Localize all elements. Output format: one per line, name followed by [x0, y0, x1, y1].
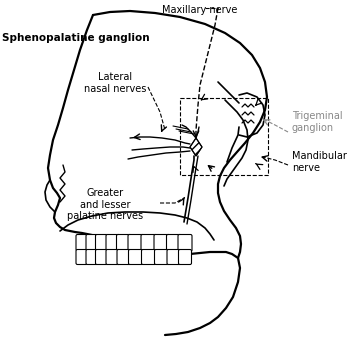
Text: Lateral
nasal nerves: Lateral nasal nerves	[84, 72, 146, 94]
FancyBboxPatch shape	[154, 249, 170, 264]
FancyBboxPatch shape	[95, 249, 108, 264]
FancyBboxPatch shape	[129, 249, 144, 264]
FancyBboxPatch shape	[117, 249, 131, 264]
FancyBboxPatch shape	[166, 235, 181, 252]
FancyBboxPatch shape	[76, 235, 88, 251]
Polygon shape	[190, 138, 202, 156]
FancyBboxPatch shape	[106, 235, 120, 251]
FancyBboxPatch shape	[128, 235, 144, 252]
Text: Mandibular
nerve: Mandibular nerve	[292, 151, 347, 173]
FancyBboxPatch shape	[86, 249, 98, 264]
Text: Greater
and lesser
palatine nerves: Greater and lesser palatine nerves	[67, 188, 143, 221]
Text: Sphenopalatine ganglion: Sphenopalatine ganglion	[2, 33, 150, 43]
FancyBboxPatch shape	[117, 235, 131, 252]
Text: Maxillary nerve: Maxillary nerve	[162, 5, 238, 15]
FancyBboxPatch shape	[76, 249, 88, 264]
FancyBboxPatch shape	[141, 235, 157, 252]
FancyBboxPatch shape	[106, 249, 120, 264]
FancyBboxPatch shape	[154, 235, 170, 252]
Text: Trigeminal
ganglion: Trigeminal ganglion	[292, 111, 343, 133]
FancyBboxPatch shape	[95, 235, 108, 251]
FancyBboxPatch shape	[141, 249, 157, 264]
FancyBboxPatch shape	[178, 235, 192, 252]
FancyBboxPatch shape	[179, 249, 192, 264]
FancyBboxPatch shape	[86, 235, 98, 251]
FancyBboxPatch shape	[167, 249, 181, 264]
